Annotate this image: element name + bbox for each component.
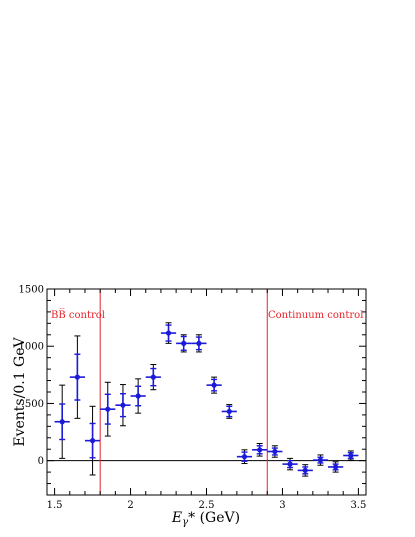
- data-point-14: [267, 445, 283, 458]
- data-point-16: [297, 464, 313, 477]
- x-axis-title-tail: * (GeV): [188, 510, 240, 526]
- data-point-7: [160, 322, 177, 344]
- y-tick-label: 1000: [19, 342, 44, 353]
- marker: [241, 454, 248, 460]
- x-tick-label: 2: [127, 500, 133, 511]
- marker: [196, 340, 202, 346]
- marker: [150, 374, 156, 380]
- marker: [211, 382, 217, 388]
- data-point-1: [69, 335, 85, 419]
- data-point-4: [115, 384, 131, 427]
- data-point-2: [84, 405, 101, 476]
- data-point-15: [282, 457, 298, 471]
- y-tick-labels: 0 500 1000 1500: [19, 285, 44, 468]
- marker: [59, 419, 65, 425]
- x-axis-title: Eγ* (GeV): [171, 510, 240, 528]
- marker: [287, 461, 293, 467]
- marker: [120, 402, 126, 408]
- marker: [105, 406, 111, 412]
- marker: [226, 408, 232, 415]
- data-points: [54, 322, 359, 477]
- annotation-continuum-control: Continuum control: [268, 310, 363, 321]
- x-axis-title-sub: γ: [182, 517, 188, 528]
- marker: [257, 447, 263, 453]
- y-tick-label: 500: [25, 399, 44, 410]
- marker: [181, 340, 187, 346]
- data-point-9: [191, 334, 207, 353]
- marker: [333, 464, 339, 470]
- x-tick-label: 3: [279, 500, 285, 511]
- x-tick-label: 2.5: [199, 500, 215, 511]
- data-point-5: [130, 378, 146, 414]
- data-point-11: [221, 404, 237, 419]
- marker: [165, 330, 172, 336]
- x-tick-label: 3.5: [350, 500, 366, 511]
- marker: [74, 374, 80, 380]
- y-tick-label: 0: [38, 456, 44, 467]
- data-point-0: [54, 384, 70, 459]
- x-axis-title-main: E: [171, 510, 182, 526]
- axis-ticks: [47, 288, 366, 496]
- y-tick-label: 1500: [19, 285, 44, 296]
- data-point-10: [206, 376, 222, 394]
- x-tick-label: 1.5: [47, 500, 63, 511]
- y-axis-title: Events/0.1 GeV: [12, 336, 28, 446]
- data-point-19: [343, 450, 359, 461]
- marker: [135, 393, 141, 399]
- data-point-8: [176, 334, 192, 353]
- marker: [89, 438, 96, 444]
- data-point-13: [252, 443, 268, 457]
- x-tick-labels: 1.5 2 2.5 3 3.5: [47, 500, 367, 511]
- data-point-17: [312, 454, 329, 466]
- data-point-6: [145, 364, 161, 391]
- marker: [302, 467, 308, 473]
- marker: [272, 448, 278, 455]
- data-point-3: [100, 381, 116, 437]
- data-point-12: [236, 449, 253, 465]
- marker: [317, 457, 324, 463]
- marker: [348, 452, 354, 459]
- annotation-bb-control: BB̅ control: [51, 309, 105, 321]
- data-point-18: [328, 461, 344, 473]
